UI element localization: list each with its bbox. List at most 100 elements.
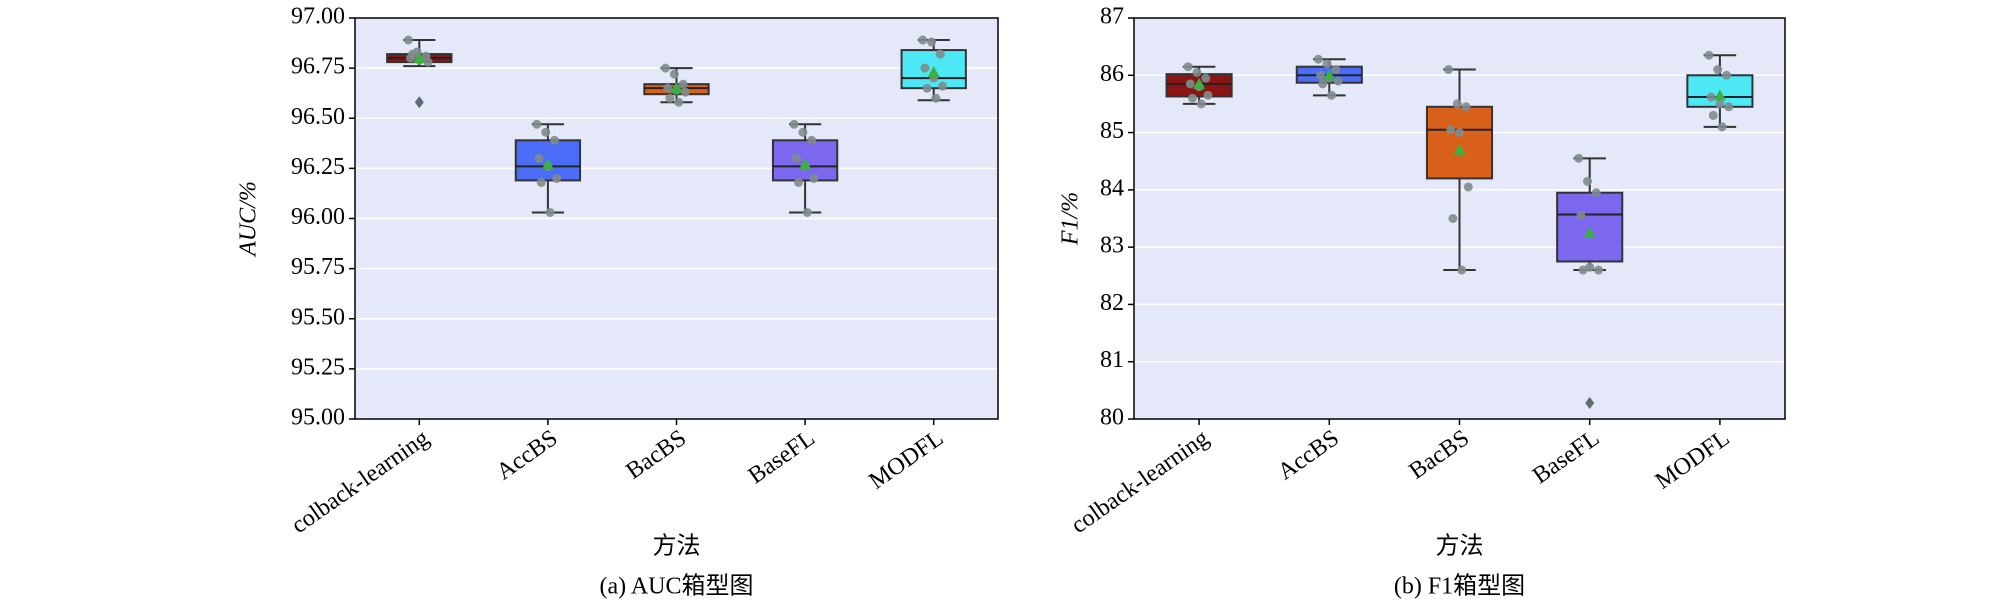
data-point	[661, 63, 670, 73]
data-point	[1188, 93, 1197, 103]
x-tick-label: AccBS	[1273, 425, 1344, 485]
data-point	[1715, 99, 1725, 109]
data-point	[1722, 70, 1731, 80]
data-point	[1196, 99, 1206, 109]
data-point	[1192, 67, 1202, 77]
plot-frame	[354, 17, 999, 420]
y-axis-label: AUC/%	[236, 181, 262, 258]
data-point	[1461, 102, 1471, 112]
data-point	[794, 177, 803, 187]
y-tick-label: 96.75	[291, 54, 345, 80]
y-tick-label: 87	[1100, 4, 1124, 30]
outlier	[414, 96, 424, 109]
data-point	[674, 97, 684, 107]
data-point	[802, 207, 812, 217]
x-tick-label: BaseFL	[744, 425, 820, 489]
data-point	[1724, 102, 1734, 112]
data-point	[918, 35, 928, 45]
data-point	[1704, 50, 1714, 60]
data-point	[552, 173, 562, 183]
data-point	[1185, 79, 1195, 89]
caption: (a) AUC箱型图	[600, 573, 754, 600]
x-tick-label: colback-learning	[287, 425, 434, 539]
x-tick-label: MODFL	[1651, 425, 1735, 495]
y-tick-label: 86	[1100, 61, 1124, 87]
data-point	[1203, 90, 1213, 100]
y-tick-label: 81	[1100, 347, 1124, 373]
plot-frame	[1133, 17, 1786, 420]
y-tick-label: 97.00	[291, 4, 345, 30]
data-point	[1183, 62, 1193, 72]
x-tick-label: AccBS	[492, 425, 563, 485]
x-axis-label: 方法	[1436, 533, 1484, 560]
mean-marker	[1583, 226, 1596, 238]
y-tick-label: 80	[1100, 405, 1124, 431]
data-point	[1333, 76, 1343, 86]
data-point	[550, 135, 559, 145]
data-point	[931, 93, 941, 103]
y-tick-label: 96.25	[291, 154, 345, 180]
x-tick-label: MODFL	[865, 425, 949, 495]
data-point	[935, 49, 945, 59]
x-tick-label: colback-learning	[1067, 425, 1214, 539]
data-point	[1316, 70, 1325, 80]
mean-marker	[799, 158, 812, 170]
y-tick-label: 83	[1100, 233, 1124, 259]
data-point	[678, 79, 688, 89]
mean-marker	[1323, 69, 1336, 81]
y-tick-label: 95.25	[291, 354, 345, 380]
data-point	[1583, 176, 1592, 186]
outlier	[1585, 396, 1595, 409]
data-point	[1452, 99, 1462, 109]
data-point	[789, 119, 799, 129]
data-point	[920, 63, 930, 73]
mean-marker	[1713, 89, 1726, 101]
data-point	[680, 87, 690, 97]
data-point	[1708, 110, 1718, 120]
mean-marker	[1193, 77, 1206, 89]
data-point	[1591, 188, 1601, 198]
data-point	[1455, 128, 1464, 138]
mean-marker	[541, 158, 554, 170]
data-point	[1578, 265, 1588, 275]
y-tick-label: 84	[1100, 175, 1124, 201]
data-point	[1713, 65, 1723, 75]
mean-marker	[1453, 143, 1466, 155]
caption: (b) F1箱型图	[1394, 573, 1525, 600]
data-point	[1594, 265, 1603, 275]
data-point	[534, 153, 544, 163]
data-point	[669, 69, 679, 79]
data-point	[408, 49, 418, 59]
data-point	[1318, 79, 1328, 89]
data-point	[1201, 73, 1211, 83]
data-point	[423, 57, 433, 67]
data-point	[536, 177, 546, 187]
data-point	[809, 173, 819, 183]
y-tick-label: 95.00	[291, 405, 345, 431]
data-point	[1322, 59, 1332, 69]
data-point	[1446, 125, 1456, 135]
data-point	[1463, 182, 1473, 192]
data-point	[532, 119, 542, 129]
data-point	[791, 153, 801, 163]
data-point	[1327, 90, 1336, 100]
data-point	[922, 83, 932, 93]
data-point	[665, 93, 675, 103]
y-tick-label: 96.50	[291, 104, 345, 130]
y-tick-label: 95.75	[291, 254, 345, 280]
data-point	[938, 81, 947, 91]
data-point	[663, 83, 673, 93]
data-point	[1717, 122, 1727, 132]
data-point	[1313, 54, 1323, 64]
x-tick-label: BaseFL	[1528, 425, 1604, 489]
mean-marker	[927, 66, 940, 78]
x-tick-label: BacBS	[622, 425, 692, 485]
box	[1425, 105, 1494, 180]
y-tick-label: 95.50	[291, 304, 345, 330]
data-point	[1706, 92, 1716, 102]
data-point	[545, 207, 555, 217]
mean-marker	[413, 52, 426, 64]
y-tick-label: 96.00	[291, 204, 345, 230]
y-tick-label: 82	[1100, 290, 1124, 316]
